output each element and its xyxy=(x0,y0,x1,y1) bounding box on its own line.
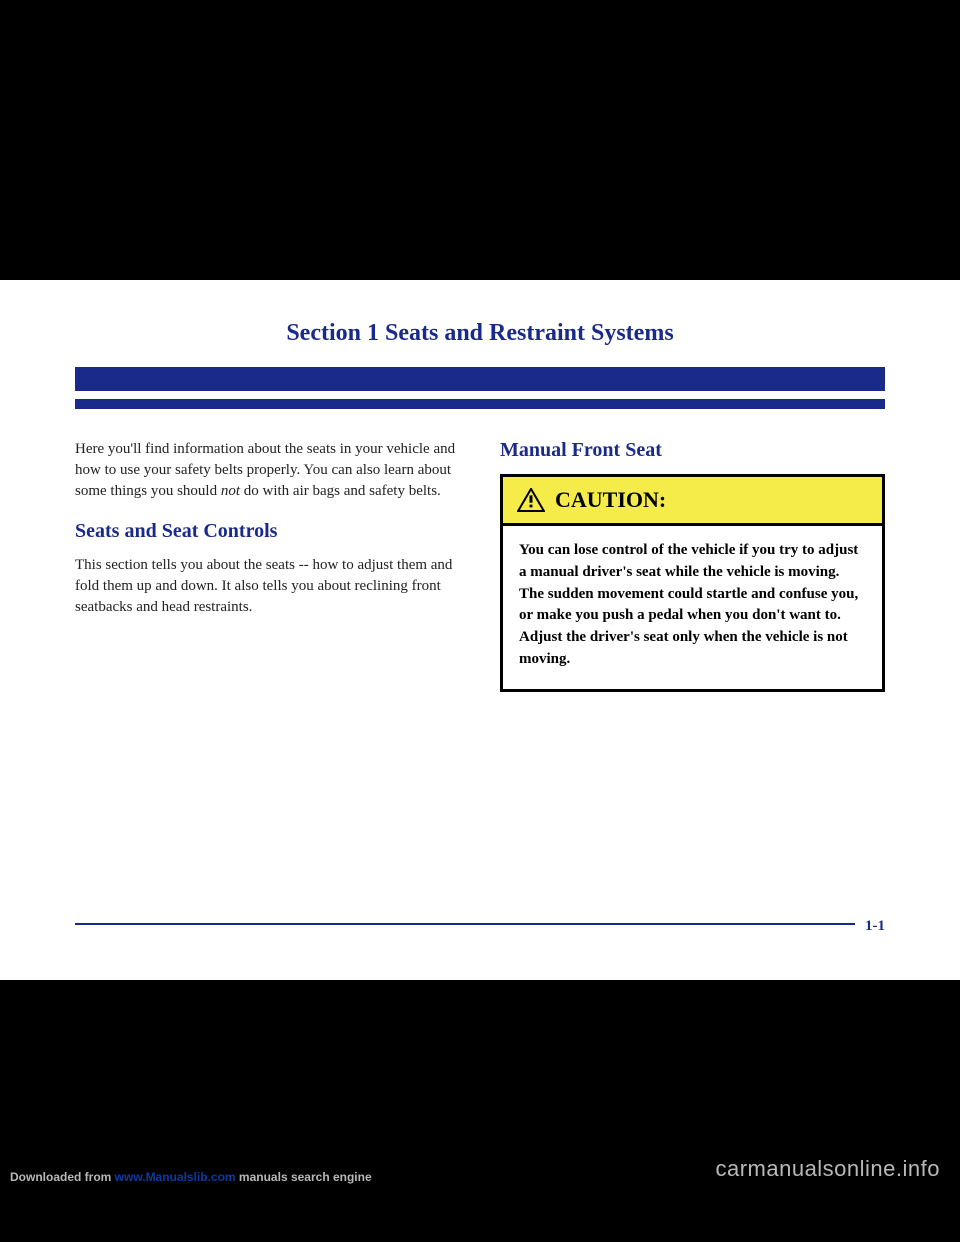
caution-header: CAUTION: xyxy=(503,477,882,526)
intro-text-2: do with air bags and safety belts. xyxy=(240,483,441,499)
watermark-left: Downloaded from www.Manualslib.com manua… xyxy=(10,1170,372,1184)
watermark-left-suffix: manuals search engine xyxy=(236,1170,372,1184)
intro-text-italic: not xyxy=(221,483,240,499)
divider-thin xyxy=(75,399,885,409)
caution-label: CAUTION: xyxy=(555,487,666,513)
watermark-right: carmanualsonline.info xyxy=(715,1156,940,1182)
intro-paragraph: Here you'll find information about the s… xyxy=(75,439,460,502)
page-number: 1-1 xyxy=(855,918,885,935)
watermark-left-link: www.Manualslib.com xyxy=(115,1170,236,1184)
left-column: Here you'll find information about the s… xyxy=(75,439,460,692)
warning-triangle-icon xyxy=(517,488,545,512)
footer-rule xyxy=(75,923,885,926)
caution-box: CAUTION: You can lose control of the veh… xyxy=(500,474,885,692)
content-columns: Here you'll find information about the s… xyxy=(75,439,885,692)
right-column: Manual Front Seat CAUTION: You can lose … xyxy=(500,439,885,692)
watermark-left-prefix: Downloaded from xyxy=(10,1170,115,1184)
section-title: Section 1 Seats and Restraint Systems xyxy=(75,320,885,347)
heading-seats-controls: Seats and Seat Controls xyxy=(75,520,460,543)
divider-thick xyxy=(75,367,885,391)
heading-manual-front-seat: Manual Front Seat xyxy=(500,439,885,462)
manual-page: Section 1 Seats and Restraint Systems He… xyxy=(0,280,960,980)
caution-body-text: You can lose control of the vehicle if y… xyxy=(503,526,882,689)
left-body-text: This section tells you about the seats -… xyxy=(75,555,460,618)
